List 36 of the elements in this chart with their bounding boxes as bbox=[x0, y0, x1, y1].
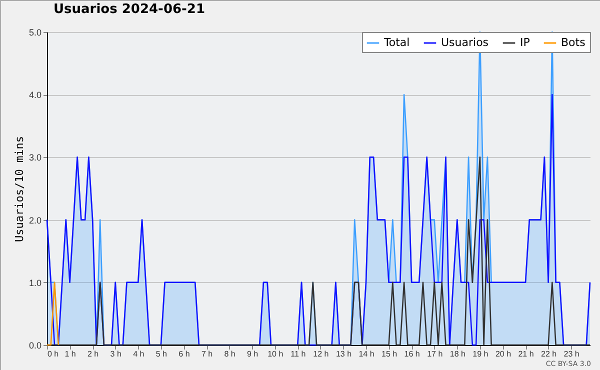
y-tick-label: 3.0 bbox=[28, 152, 42, 163]
y-tick-label: 5.0 bbox=[28, 28, 42, 38]
y-tick-label: 2.0 bbox=[28, 215, 42, 226]
x-tick-label: 12 h bbox=[313, 350, 329, 358]
x-tick-label: 3 h bbox=[110, 350, 122, 358]
x-tick-label: 2 h bbox=[88, 350, 99, 358]
chart-title: Usuarios 2024-06-21 bbox=[53, 2, 206, 17]
legend-label: Total bbox=[383, 36, 410, 49]
x-tick-label: 1 h bbox=[64, 350, 76, 358]
x-tick-label: 22 h bbox=[541, 350, 557, 358]
x-tick-label: 10 h bbox=[268, 350, 284, 358]
x-tick-label: 19 h bbox=[472, 350, 488, 358]
x-tick-label: 13 h bbox=[336, 350, 352, 358]
x-tick-label: 23 h bbox=[564, 350, 580, 358]
x-tick-label: 6 h bbox=[178, 350, 190, 358]
x-tick-label: 4 h bbox=[133, 350, 144, 358]
x-tick-label: 15 h bbox=[382, 350, 398, 358]
legend-label: Usuarios bbox=[441, 36, 489, 49]
x-tick-label: 18 h bbox=[450, 350, 466, 358]
y-tick-label: 1.0 bbox=[28, 278, 42, 288]
x-tick-label: 17 h bbox=[427, 350, 443, 358]
y-axis-title: Usuarios/10 mins bbox=[12, 136, 26, 242]
x-tick-label: 11 h bbox=[290, 350, 306, 358]
x-tick-label: 0 h bbox=[48, 350, 59, 358]
legend-label: Bots bbox=[561, 36, 586, 49]
x-tick-label: 8 h bbox=[224, 350, 236, 358]
legend-label: IP bbox=[520, 36, 530, 49]
x-tick-label: 5 h bbox=[156, 350, 167, 358]
x-tick-label: 14 h bbox=[358, 350, 374, 358]
x-tick-label: 20 h bbox=[495, 350, 512, 358]
x-tick-label: 7 h bbox=[201, 350, 213, 358]
x-tick-label: 16 h bbox=[404, 350, 420, 358]
y-tick-label: 4.0 bbox=[28, 90, 42, 100]
x-tick-label: 9 h bbox=[247, 350, 258, 358]
x-tick-label: 21 h bbox=[518, 350, 534, 358]
y-tick-label: 0.0 bbox=[28, 340, 42, 350]
